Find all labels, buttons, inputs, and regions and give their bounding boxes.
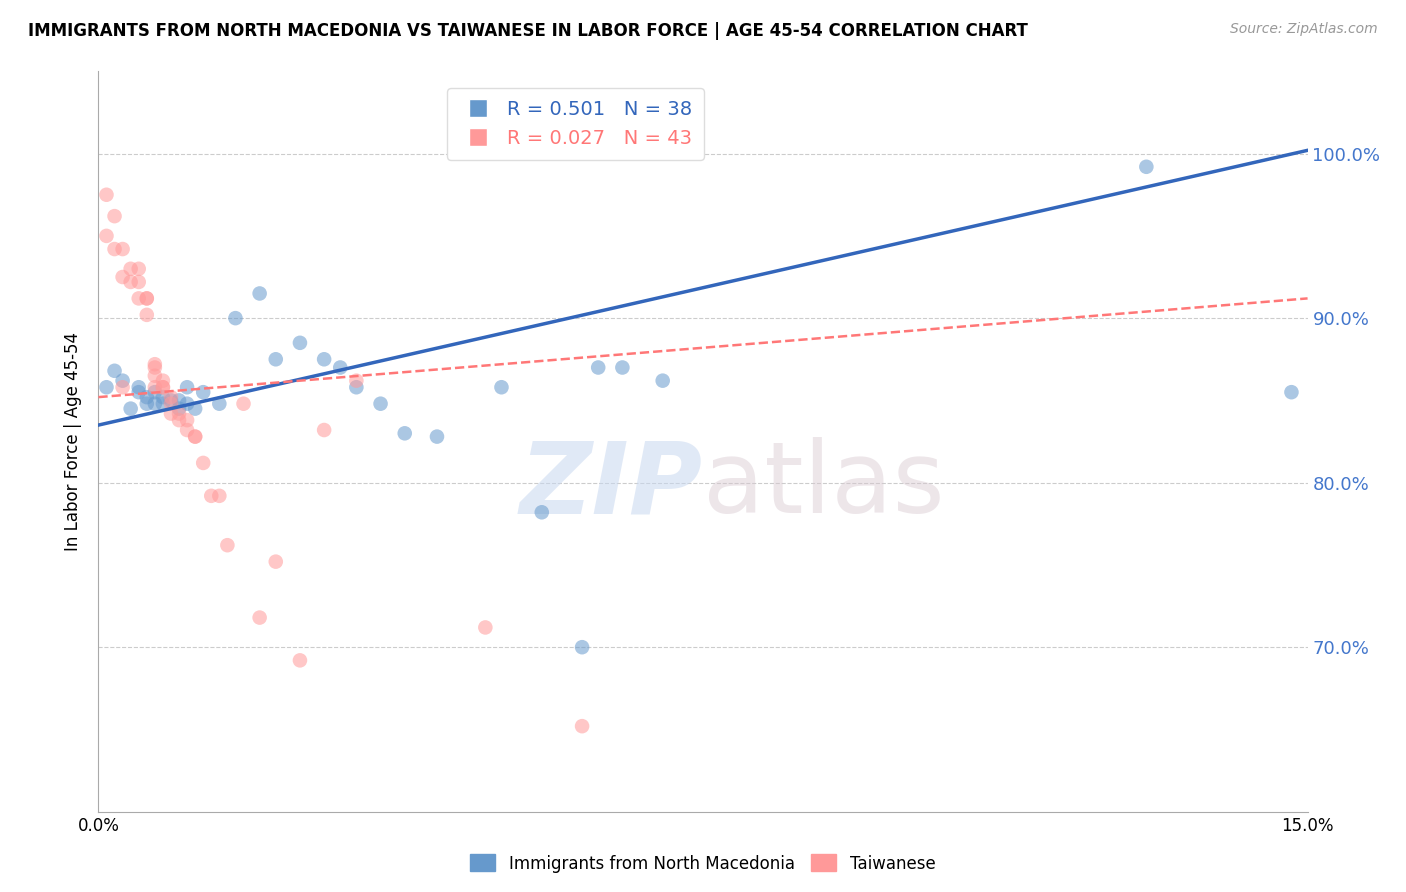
Point [208,489,231,503]
Point [426,429,449,443]
Point [111,374,134,388]
Point [160,397,183,411]
Point [288,335,311,350]
Point [160,407,183,421]
Point [586,360,609,375]
Text: ZIP: ZIP [520,437,703,534]
Point [167,413,190,427]
Point [176,397,198,411]
Point [288,653,311,667]
Y-axis label: In Labor Force | Age 45-54: In Labor Force | Age 45-54 [65,332,83,551]
Point [176,380,198,394]
Point [152,390,174,404]
Point [217,538,239,552]
Point [103,242,125,256]
Point [249,610,271,624]
Point [344,374,367,388]
Point [530,505,553,519]
Point [184,401,207,416]
Point [152,380,174,394]
Point [491,380,513,394]
Point [143,397,166,411]
Point [193,456,215,470]
Point [474,620,496,634]
Point [152,397,174,411]
Point [651,374,673,388]
Point [160,390,183,404]
Point [143,368,166,383]
Point [571,640,593,655]
Point [111,242,134,256]
Point [128,261,150,276]
Point [176,413,198,427]
Point [143,357,166,371]
Point [264,555,287,569]
Point [120,275,142,289]
Point [103,364,125,378]
Text: IMMIGRANTS FROM NORTH MACEDONIA VS TAIWANESE IN LABOR FORCE | AGE 45-54 CORRELAT: IMMIGRANTS FROM NORTH MACEDONIA VS TAIWA… [28,22,1028,40]
Point [143,360,166,375]
Point [160,393,183,408]
Point [264,352,287,367]
Legend: Immigrants from North Macedonia, Taiwanese: Immigrants from North Macedonia, Taiwane… [464,847,942,880]
Point [394,426,416,441]
Point [96,187,118,202]
Point [167,401,190,416]
Point [232,397,254,411]
Text: atlas: atlas [703,437,945,534]
Point [135,292,157,306]
Point [176,423,198,437]
Point [143,380,166,394]
Point [135,397,157,411]
Point [128,385,150,400]
Point [249,286,271,301]
Point [128,380,150,394]
Point [152,374,174,388]
Point [128,292,150,306]
Point [314,423,336,437]
Point [96,380,118,394]
Point [370,397,392,411]
Point [1281,385,1303,400]
Point [135,308,157,322]
Point [120,401,142,416]
Point [167,393,190,408]
Point [111,270,134,285]
Point [143,385,166,400]
Point [200,489,222,503]
Point [152,380,174,394]
Point [208,397,231,411]
Point [135,390,157,404]
Point [111,380,134,394]
Point [612,360,634,375]
Point [103,209,125,223]
Point [128,275,150,289]
Legend: R = 0.501   N = 38, R = 0.027   N = 43: R = 0.501 N = 38, R = 0.027 N = 43 [447,88,704,160]
Point [135,292,157,306]
Point [184,429,207,443]
Point [120,261,142,276]
Point [167,407,190,421]
Point [184,429,207,443]
Point [193,385,215,400]
Point [96,228,118,243]
Point [224,311,246,326]
Point [344,380,367,394]
Point [571,719,593,733]
Point [314,352,336,367]
Point [1135,160,1157,174]
Point [329,360,352,375]
Text: Source: ZipAtlas.com: Source: ZipAtlas.com [1230,22,1378,37]
